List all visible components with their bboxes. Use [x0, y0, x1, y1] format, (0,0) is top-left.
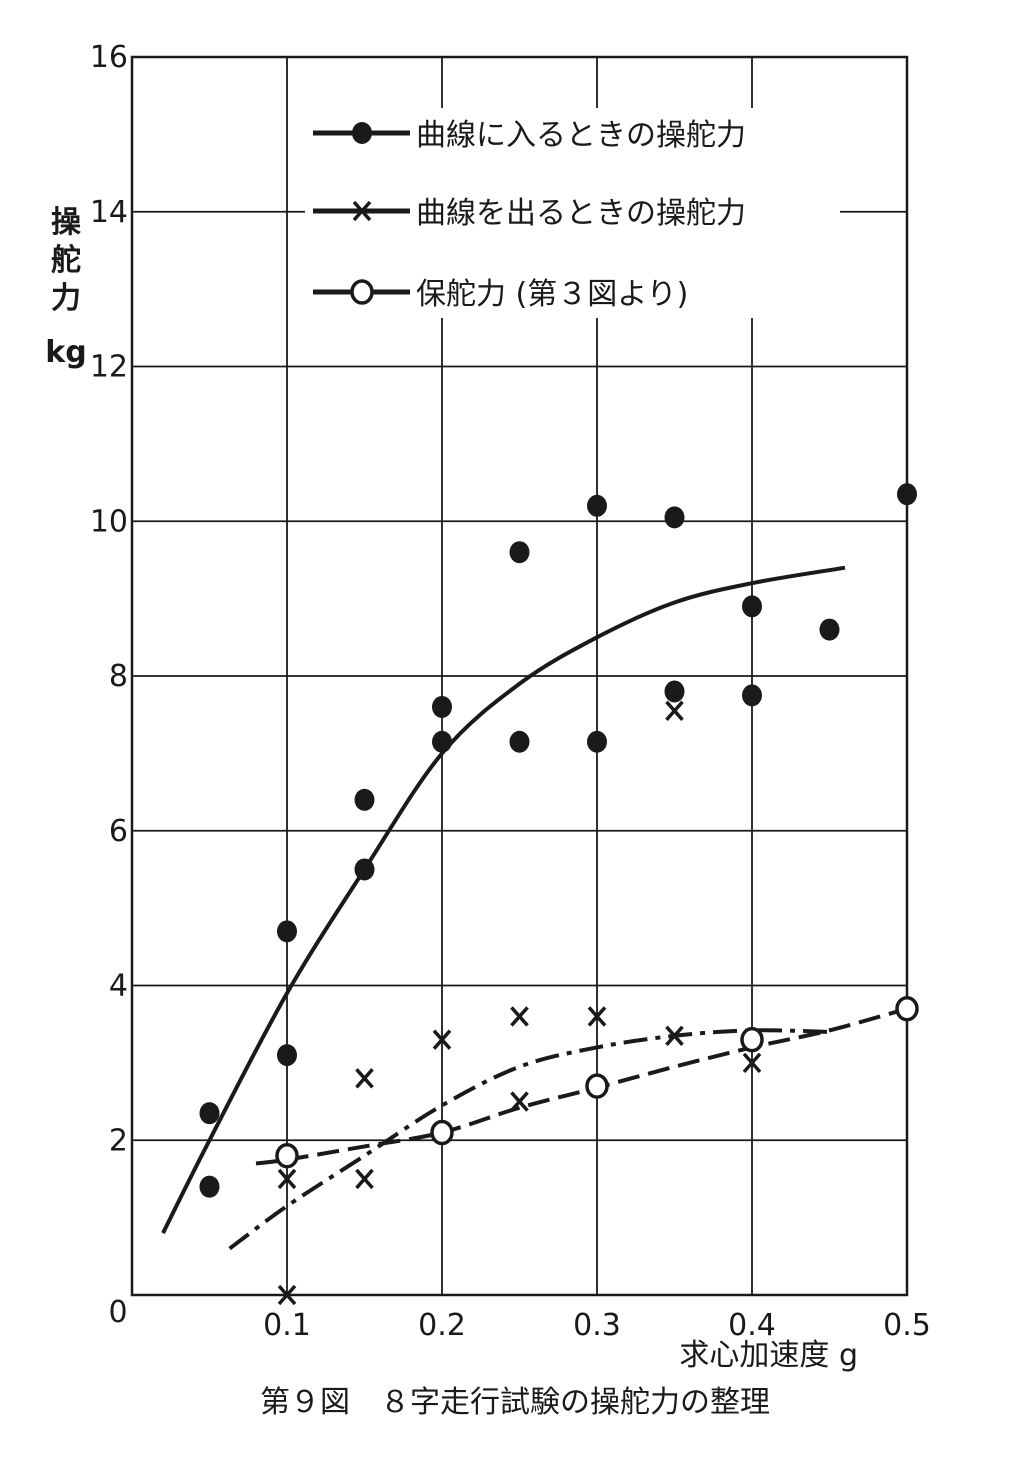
cross-point	[587, 1006, 607, 1027]
filled-circle-point	[819, 618, 840, 641]
filled-circle-point	[742, 684, 762, 707]
y-tick-label: 8	[109, 659, 128, 694]
cross-point	[665, 1025, 684, 1046]
cross-point	[742, 1052, 762, 1074]
x-tick-label: 0.3	[573, 1308, 621, 1343]
y-tick-label: 4	[109, 969, 128, 1004]
legend-label: 曲線に入るときの操舵力	[416, 118, 746, 153]
legend-label: 曲線を出るときの操舵力	[416, 196, 746, 231]
figure-caption: 第９図 ８字走行試験の操舵力の整理	[260, 1385, 770, 1420]
y-tick-label: 16	[90, 40, 128, 75]
tick-labels: 0 0.1 0.2 0.3 0.4 0.5 2 4 6 8 10 12 14 16	[90, 40, 931, 1343]
filled-circle-point	[897, 483, 917, 506]
y-axis-label: 操舵力 kg	[45, 205, 86, 370]
x-tick-label: 0	[108, 1295, 127, 1330]
cross-stroke	[277, 1168, 297, 1190]
cross-stroke	[510, 1091, 529, 1112]
y-tick-label: 14	[90, 195, 128, 230]
y-tick-label: 2	[109, 1123, 128, 1158]
filled-circle-point	[587, 494, 607, 517]
filled-circle-point	[742, 595, 762, 618]
legend-item: 曲線に入るときの操舵力	[313, 118, 746, 153]
filled-circle-point	[432, 730, 452, 753]
cross-stroke	[665, 1025, 684, 1046]
filled-circle-point	[664, 680, 685, 703]
y-axis-label-part: 舵	[51, 243, 81, 278]
cross-point	[355, 1168, 374, 1190]
x-tick-label: 0.2	[418, 1308, 466, 1343]
open-circle-point	[275, 1142, 299, 1169]
y-axis-label-part: 力	[51, 281, 81, 316]
filled-circle-point	[352, 122, 372, 144]
filled-circle-point	[277, 920, 297, 943]
cross-stroke	[742, 1052, 762, 1074]
open-circle-point	[585, 1073, 609, 1099]
x-tick-label: 0.5	[883, 1308, 931, 1343]
y-axis-label-part: kg	[45, 335, 86, 370]
x-tick-label: 0.4	[728, 1308, 776, 1343]
cross-point	[510, 1091, 529, 1112]
filled-circle-point	[664, 506, 685, 529]
x-axis-label: 求心加速度 g	[679, 1338, 858, 1373]
filled-circle-point	[199, 1102, 220, 1125]
cross-point	[355, 1068, 374, 1089]
filled-circle-point	[354, 858, 375, 881]
cross-point	[665, 700, 684, 721]
x-tick-label: 0.1	[263, 1308, 311, 1343]
filled-circle-point	[199, 1175, 220, 1198]
cross-stroke	[432, 1029, 452, 1050]
cross-point	[432, 1029, 452, 1050]
filled-circle-point	[277, 1044, 297, 1067]
y-tick-label: 10	[90, 504, 128, 539]
y-tick-label: 12	[90, 350, 128, 385]
filled-circle-point	[509, 730, 530, 753]
cross-point	[510, 1006, 529, 1027]
cross-point	[277, 1284, 297, 1306]
fit-curve	[228, 1028, 830, 1251]
legend-item: 保舵力 (第３図より)	[313, 277, 688, 312]
filled-circle-point	[354, 788, 375, 811]
cross-stroke	[352, 200, 372, 222]
cross-stroke	[355, 1168, 374, 1190]
cross-stroke	[587, 1006, 607, 1027]
open-circle-point	[430, 1119, 454, 1146]
fit-curve	[255, 1006, 908, 1166]
y-axis-label-part: 操	[51, 205, 82, 240]
fit-curve	[161, 565, 846, 1234]
cross-stroke	[665, 700, 684, 721]
filled-circle-point	[509, 541, 530, 564]
cross-stroke	[510, 1006, 529, 1027]
legend-item: 曲線を出るときの操舵力	[313, 196, 746, 231]
cross-stroke	[277, 1284, 297, 1306]
fit-curves	[161, 565, 908, 1251]
y-tick-label: 6	[109, 814, 128, 849]
open-circle-point	[350, 279, 374, 305]
data-points	[199, 483, 919, 1306]
open-circle-point	[895, 995, 919, 1022]
legend-label: 保舵力 (第３図より)	[416, 277, 688, 312]
filled-circle-point	[432, 695, 452, 718]
cross-point	[352, 200, 372, 222]
filled-circle-point	[587, 730, 607, 753]
cross-point	[277, 1168, 297, 1190]
open-circle-point	[740, 1026, 764, 1053]
cross-stroke	[355, 1068, 374, 1089]
